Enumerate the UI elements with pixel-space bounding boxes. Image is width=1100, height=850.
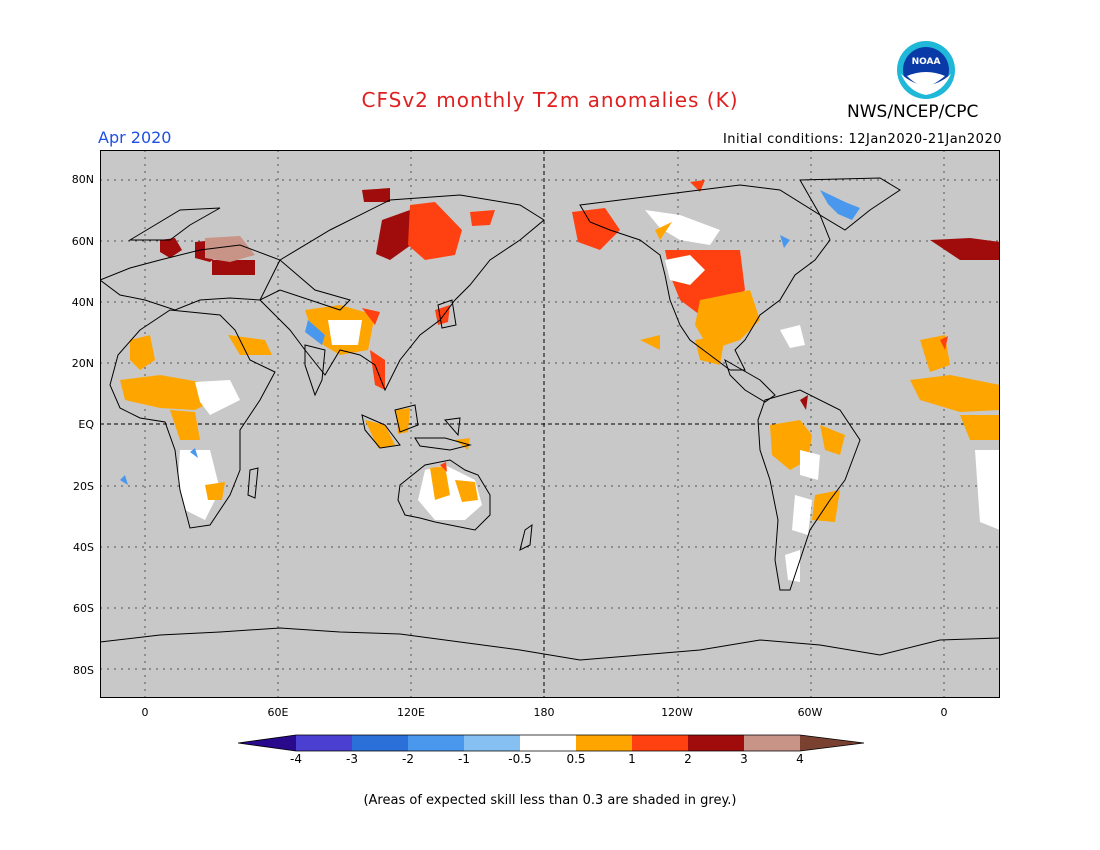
lat-label-40s: 40S (73, 541, 94, 554)
anomaly-shading (120, 180, 1000, 582)
lon-label-60e: 60E (267, 706, 289, 719)
lat-label-60s: 60S (73, 602, 94, 615)
colorbar-lower-arrow (238, 735, 296, 751)
lon-label-120e: 120E (397, 706, 425, 719)
lat-label-20s: 20S (73, 480, 94, 493)
colorbar-bin-5 (520, 735, 576, 751)
lat-label-40n: 40N (71, 296, 94, 309)
colorbar-label-minus4: -4 (290, 752, 302, 766)
colorbar-bin-8 (688, 735, 744, 751)
colorbar-label-4: 4 (796, 752, 804, 766)
colorbar (238, 734, 864, 752)
skill-footnote: (Areas of expected skill less than 0.3 a… (363, 793, 737, 808)
colorbar-label-minus05: -0.5 (508, 752, 532, 766)
anomaly-map (100, 150, 1000, 698)
colorbar-label-minus1: -1 (458, 752, 470, 766)
colorbar-label-1: 1 (628, 752, 636, 766)
coastlines (100, 177, 1000, 661)
lon-label-0-right: 0 (940, 706, 948, 719)
colorbar-upper-arrow (800, 735, 864, 751)
colorbar-bin-4 (464, 735, 520, 751)
lon-label-60w: 60W (797, 706, 823, 719)
colorbar-label-05: 0.5 (566, 752, 586, 766)
initial-conditions: Initial conditions: 12Jan2020-21Jan2020 (722, 132, 1002, 147)
colorbar-bin-9 (744, 735, 800, 751)
colorbar-bin-1 (296, 735, 352, 751)
colorbar-bin-6 (576, 735, 632, 751)
colorbar-label-2: 2 (684, 752, 692, 766)
colorbar-label-minus3: -3 (346, 752, 358, 766)
colorbar-label-minus2: -2 (402, 752, 414, 766)
lon-label-120w: 120W (661, 706, 693, 719)
lat-label-80n: 80N (71, 173, 94, 186)
noaa-logo: NOAA (897, 41, 955, 99)
lat-label-60n: 60N (71, 235, 94, 248)
valid-month: Apr 2020 (98, 128, 172, 147)
lat-label-80s: 80S (73, 664, 94, 677)
colorbar-bin-7 (632, 735, 688, 751)
colorbar-label-3: 3 (740, 752, 748, 766)
logo-text: NOAA (912, 57, 941, 67)
colorbar-bin-2 (352, 735, 408, 751)
colorbar-bin-3 (408, 735, 464, 751)
agency-label: NWS/NCEP/CPC (847, 102, 979, 122)
lon-label-0: 0 (141, 706, 149, 719)
lon-label-180: 180 (533, 706, 555, 719)
map-title: CFSv2 monthly T2m anomalies (K) (361, 88, 739, 112)
lat-label-20n: 20N (71, 357, 94, 370)
lat-label-eq: EQ (78, 418, 94, 431)
